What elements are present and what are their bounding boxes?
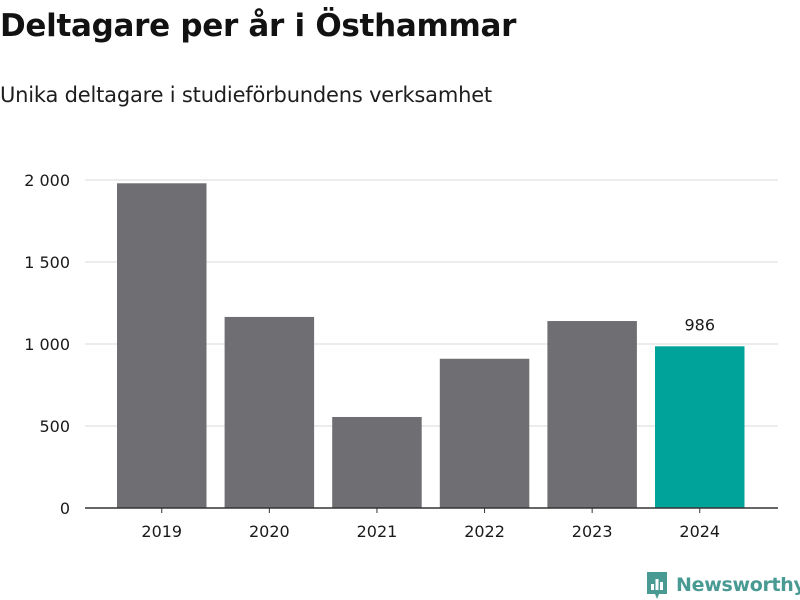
data-labels: 986 [684,315,715,334]
bar-2023 [547,321,637,508]
y-tick-label: 500 [39,417,70,436]
newsworthy-logo: Newsworthy [645,570,800,600]
x-tick-label: 2024 [679,522,720,541]
x-tick-label: 2020 [249,522,290,541]
bar-2024 [655,346,745,508]
brand-name: Newsworthy [676,574,800,596]
bar-2020 [224,316,315,508]
y-tick-label: 1 000 [24,335,70,354]
data-label: 986 [684,315,715,334]
bar-2021 [332,416,422,508]
y-axis-ticks: 0 500 1 000 1 500 2 000 [24,171,70,518]
x-tick-label: 2021 [357,522,398,541]
bar-2022 [439,358,530,508]
chart-title: Deltagare per år i Östhammar [0,8,517,44]
chart-subtitle: Unika deltagare i studieförbundens verks… [0,83,492,107]
y-tick-label: 1 500 [24,253,70,272]
y-tick-label: 0 [60,499,70,518]
bar-2019 [117,183,207,508]
y-tick-label: 2 000 [24,171,70,190]
newsworthy-chart-icon [647,572,667,599]
x-tick-label: 2022 [464,522,505,541]
x-axis-ticks: 2019 2020 2021 2022 2023 2024 [141,508,720,541]
bars [117,183,745,508]
x-tick-label: 2023 [572,522,613,541]
x-tick-label: 2019 [141,522,182,541]
